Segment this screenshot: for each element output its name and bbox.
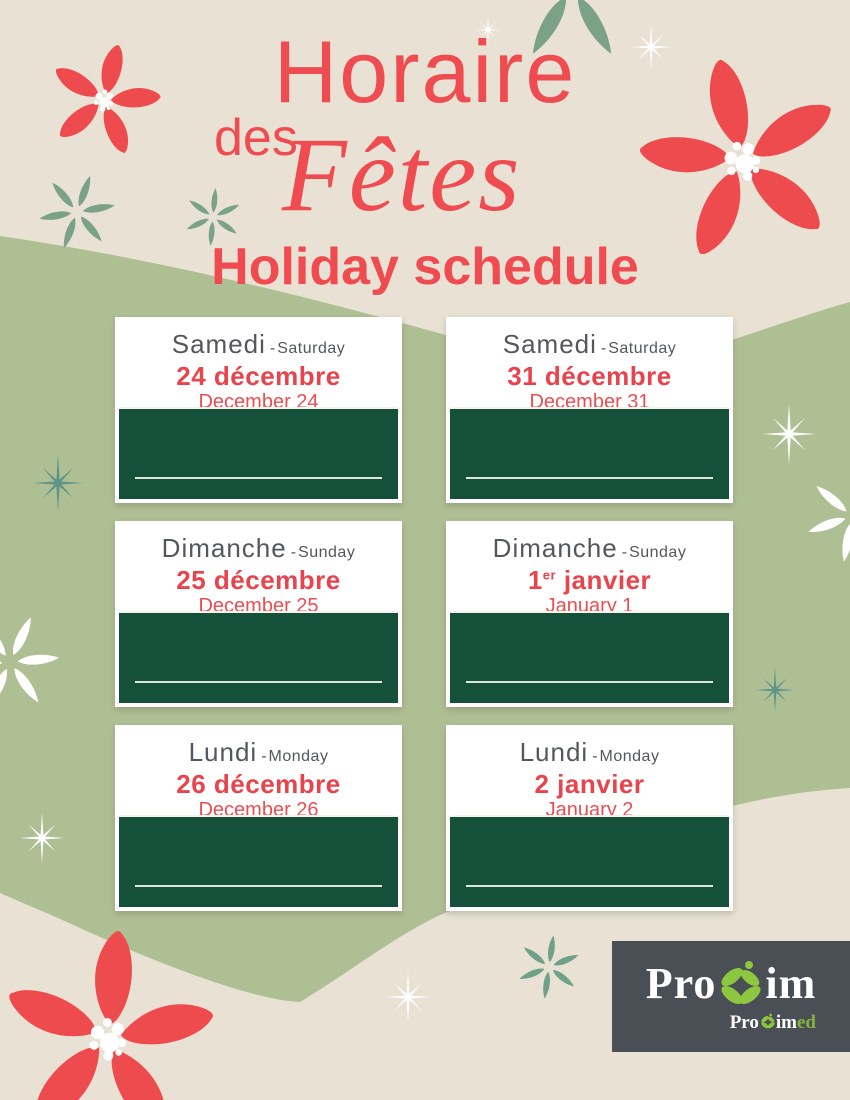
title-french-line3: Fêtes (282, 116, 522, 233)
card-day-french: Lundi (519, 737, 589, 767)
schedule-card: Dimanche - Sunday 1er janvier January 1 (446, 521, 733, 707)
card-day-line: Lundi - Monday (446, 738, 733, 767)
sublogo-text-ed: ed (797, 1012, 816, 1033)
card-day-french: Samedi (171, 329, 266, 359)
card-day-french: Dimanche (492, 533, 618, 563)
day-separator: - (621, 544, 628, 561)
sublogo-text-pro: Pro (729, 1012, 759, 1033)
sparkle-icon (385, 971, 431, 1023)
day-separator: - (261, 748, 267, 765)
proxim-logo-box: Pro im Pro (612, 941, 850, 1052)
six-petal-flower-icon (516, 931, 583, 1002)
hours-write-line (135, 681, 382, 683)
date-french-main: 31 décembre (507, 360, 672, 391)
card-date-french: 31 décembre (446, 360, 733, 391)
schedule-card: Lundi - Monday 2 janvier January 2 (446, 725, 733, 911)
card-day-english: Monday (599, 748, 660, 765)
card-header: Samedi - Saturday 24 décembre December 24 (115, 317, 402, 413)
day-separator: - (600, 340, 607, 357)
card-day-line: Dimanche - Sunday (446, 534, 733, 563)
date-french-tail: janvier (556, 564, 652, 595)
proximed-x-leaf-icon (761, 1013, 775, 1029)
card-day-french: Lundi (188, 737, 258, 767)
date-french-main: 25 décembre (176, 564, 341, 595)
proxim-x-leaf-icon (721, 961, 761, 1005)
card-day-french: Samedi (502, 329, 597, 359)
card-date-french: 26 décembre (115, 768, 402, 799)
card-date-french: 24 décembre (115, 360, 402, 391)
hours-write-line (466, 681, 713, 683)
day-separator: - (269, 340, 276, 357)
card-day-english: Sunday (298, 544, 356, 561)
card-day-english: Monday (268, 748, 329, 765)
card-day-french: Dimanche (161, 533, 287, 563)
card-header: Lundi - Monday 2 janvier January 2 (446, 725, 733, 821)
day-separator: - (290, 544, 297, 561)
card-day-line: Samedi - Saturday (446, 330, 733, 359)
card-header: Dimanche - Sunday 1er janvier January 1 (446, 521, 733, 617)
title-english: Holiday schedule (211, 238, 639, 296)
date-french-main: 1 (527, 564, 543, 595)
hours-panel (450, 815, 729, 907)
title-french-line2: des (214, 109, 298, 167)
hours-write-line (466, 477, 713, 479)
date-french-sup: er (542, 566, 557, 582)
hours-write-line (135, 477, 382, 479)
card-header: Lundi - Monday 26 décembre December 26 (115, 725, 402, 821)
schedule-card: Samedi - Saturday 24 décembre December 24 (115, 317, 402, 503)
hours-panel (450, 611, 729, 703)
card-header: Dimanche - Sunday 25 décembre December 25 (115, 521, 402, 617)
logo-text-pro: Pro (645, 959, 717, 1008)
date-french-main: 2 janvier (534, 768, 645, 799)
schedule-card: Samedi - Saturday 31 décembre December 31 (446, 317, 733, 503)
day-separator: - (592, 748, 598, 765)
schedule-card: Dimanche - Sunday 25 décembre December 25 (115, 521, 402, 707)
hours-panel (119, 611, 398, 703)
card-day-line: Lundi - Monday (115, 738, 402, 767)
card-header: Samedi - Saturday 31 décembre December 31 (446, 317, 733, 413)
logo-text-im: im (765, 959, 817, 1008)
card-date-french: 1er janvier (446, 564, 733, 595)
hours-panel (119, 815, 398, 907)
card-day-line: Samedi - Saturday (115, 330, 402, 359)
card-day-english: Saturday (277, 340, 346, 357)
schedule-card: Lundi - Monday 26 décembre December 26 (115, 725, 402, 911)
card-day-line: Dimanche - Sunday (115, 534, 402, 563)
date-french-main: 24 décembre (176, 360, 341, 391)
hours-panel (450, 407, 729, 499)
card-date-french: 2 janvier (446, 768, 733, 799)
hours-write-line (135, 885, 382, 887)
card-day-english: Saturday (608, 340, 677, 357)
hours-panel (119, 407, 398, 499)
title-french-line1: Horaire (273, 22, 577, 121)
proxim-logo: Pro im (612, 959, 850, 1009)
card-date-french: 25 décembre (115, 564, 402, 595)
date-french-main: 26 décembre (176, 768, 341, 799)
sublogo-text-im: im (775, 1012, 797, 1033)
proximed-logo: Pro im ed (730, 1013, 816, 1032)
hours-write-line (466, 885, 713, 887)
card-day-english: Sunday (629, 544, 687, 561)
